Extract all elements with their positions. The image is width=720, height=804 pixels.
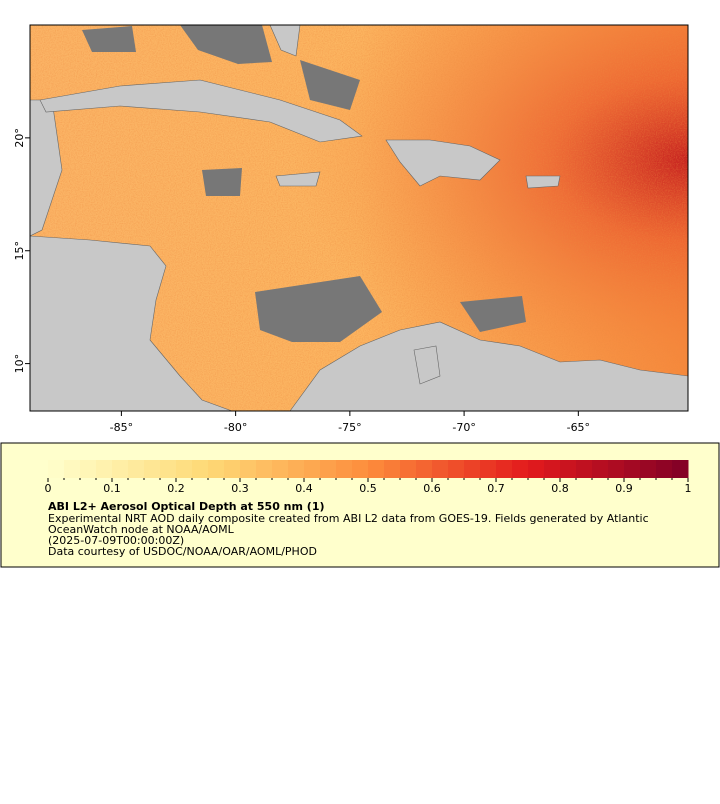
legend-title: ABI L2+ Aerosol Optical Depth at 550 nm …: [48, 500, 325, 513]
colorbar-tick-label: 0: [45, 482, 52, 495]
colorbar-step: [416, 460, 433, 478]
x-tick-label: -85°: [110, 421, 133, 434]
colorbar-step: [352, 460, 369, 478]
land: [30, 25, 688, 411]
colorbar-step: [320, 460, 337, 478]
plot-frame: [29, 24, 689, 412]
colorbar-tick-label: 0.2: [167, 482, 185, 495]
colorbar-tick-label: 0.6: [423, 482, 441, 495]
colorbar-step: [240, 460, 257, 478]
colorbar-step: [304, 460, 321, 478]
colorbar-tick-label: 0.3: [231, 482, 249, 495]
colorbar-step: [336, 460, 353, 478]
colorbar-step: [464, 460, 481, 478]
colorbar-step: [176, 460, 193, 478]
colorbar-step: [48, 460, 65, 478]
colorbar-tick-label: 0.4: [295, 482, 313, 495]
colorbar-step: [96, 460, 113, 478]
colorbar-step: [224, 460, 241, 478]
colorbar: 0 0.1 0.2 0.3 0.4 0.5 0.6 0.7 0.8 0.9 1: [45, 460, 692, 495]
colorbar-step: [112, 460, 129, 478]
y-tick-label: 20°: [13, 128, 26, 148]
colorbar-tick-label: 0.7: [487, 482, 505, 495]
colorbar-step: [528, 460, 545, 478]
colorbar-step: [432, 460, 449, 478]
colorbar-tick-label: 0.1: [103, 482, 121, 495]
colorbar-step: [128, 460, 145, 478]
missing-data: [82, 25, 526, 342]
x-tick-label: -80°: [224, 421, 247, 434]
legend-line: OceanWatch node at NOAA/AOML: [48, 523, 235, 536]
x-tick-label: -75°: [338, 421, 361, 434]
colorbar-step: [640, 460, 657, 478]
colorbar-step: [256, 460, 273, 478]
colorbar-step: [144, 460, 161, 478]
y-tick-label: 15°: [13, 241, 26, 261]
colorbar-step: [400, 460, 417, 478]
legend-line: Data courtesy of USDOC/NOAA/OAR/AOML/PHO…: [48, 545, 317, 558]
colorbar-step: [592, 460, 609, 478]
legend-line: Experimental NRT AOD daily composite cre…: [48, 512, 649, 525]
colorbar-step: [656, 460, 673, 478]
colorbar-step: [288, 460, 305, 478]
colorbar-step: [272, 460, 289, 478]
colorbar-step: [64, 460, 81, 478]
colorbar-step: [80, 460, 97, 478]
legend-line: (2025-07-09T00:00:00Z): [48, 534, 184, 547]
colorbar-tick-label: 1: [685, 482, 692, 495]
colorbar-step: [384, 460, 401, 478]
colorbar-step: [208, 460, 225, 478]
map-field: [30, 25, 688, 411]
colorbar-step: [192, 460, 209, 478]
x-tick-label: -70°: [452, 421, 475, 434]
y-tick-label: 10°: [13, 354, 26, 374]
x-tick-label: -65°: [567, 421, 590, 434]
colorbar-step: [496, 460, 513, 478]
colorbar-step: [560, 460, 577, 478]
colorbar-step: [480, 460, 497, 478]
colorbar-tick-label: 0.8: [551, 482, 569, 495]
colorbar-step: [160, 460, 177, 478]
colorbar-tick-label: 0.9: [615, 482, 633, 495]
colorbar-tick-label: 0.5: [359, 482, 377, 495]
colorbar-step: [608, 460, 625, 478]
colorbar-step: [448, 460, 465, 478]
colorbar-step: [544, 460, 561, 478]
colorbar-step: [672, 460, 689, 478]
colorbar-step: [624, 460, 641, 478]
colorbar-step: [368, 460, 385, 478]
axes: -85° -80° -75° -70° -65° 10° 15° 20°: [13, 128, 590, 434]
colorbar-step: [576, 460, 593, 478]
colorbar-step: [512, 460, 529, 478]
